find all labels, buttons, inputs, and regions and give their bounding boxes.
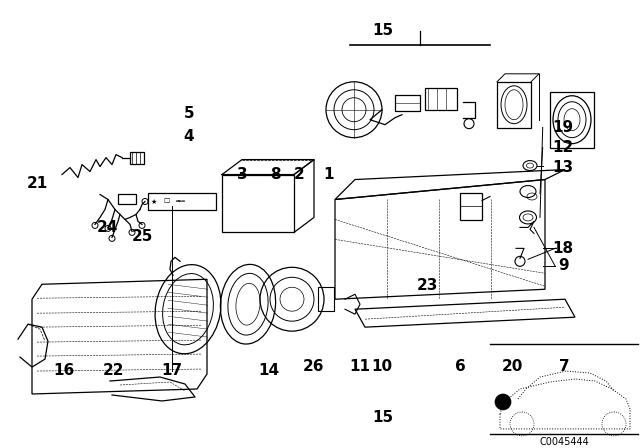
Text: 14: 14	[258, 363, 280, 379]
Text: 26: 26	[303, 359, 324, 374]
Text: 10: 10	[371, 359, 392, 374]
Text: 22: 22	[103, 363, 125, 379]
Bar	[497, 82, 531, 128]
Text: C0045444: C0045444	[539, 437, 589, 447]
Text: ☐: ☐	[163, 198, 169, 204]
Text: 25: 25	[131, 229, 153, 244]
Bar	[118, 194, 136, 204]
Text: 5: 5	[184, 107, 194, 121]
Text: 21: 21	[26, 176, 48, 191]
Text: 1: 1	[324, 167, 334, 182]
Text: 6: 6	[456, 359, 466, 374]
Bar	[318, 287, 334, 311]
Bar	[395, 95, 420, 111]
Bar	[425, 88, 457, 110]
Text: 16: 16	[53, 363, 75, 379]
Text: ★: ★	[151, 198, 157, 204]
Text: 4: 4	[184, 129, 194, 144]
Text: 9: 9	[558, 258, 568, 273]
Text: ═══: ═══	[175, 199, 185, 204]
Text: 2: 2	[294, 167, 305, 182]
Text: 18: 18	[552, 241, 574, 255]
Text: 13: 13	[552, 160, 574, 175]
Text: 24: 24	[97, 220, 118, 235]
Text: 19: 19	[552, 120, 574, 135]
Bar	[130, 151, 144, 164]
Text: 3: 3	[237, 167, 247, 182]
Bar	[550, 92, 594, 148]
Bar	[460, 193, 482, 220]
Text: 15: 15	[372, 23, 394, 38]
Text: 17: 17	[161, 363, 182, 379]
Text: 11: 11	[349, 359, 370, 374]
Text: 8: 8	[270, 167, 280, 182]
Text: 12: 12	[552, 140, 574, 155]
Text: 20: 20	[501, 359, 523, 374]
Bar	[148, 193, 216, 211]
Circle shape	[495, 394, 511, 410]
Text: 23: 23	[417, 279, 438, 293]
Bar	[222, 175, 294, 233]
Text: 15: 15	[372, 410, 394, 425]
Text: 7: 7	[559, 359, 570, 374]
